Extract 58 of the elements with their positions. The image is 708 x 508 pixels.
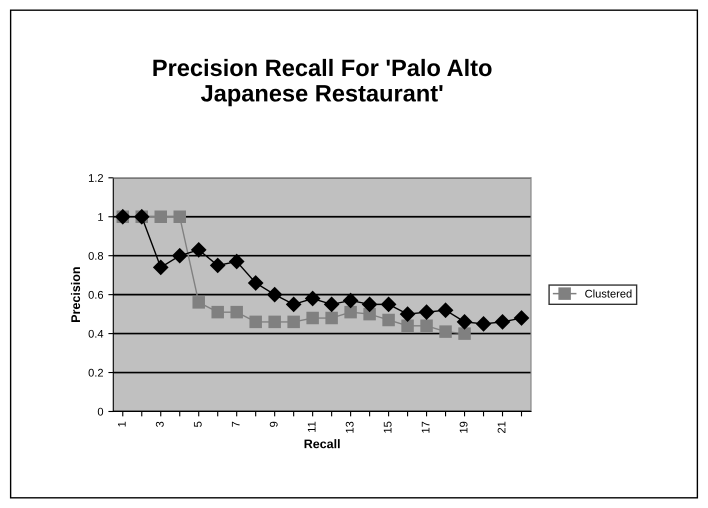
point bbox=[268, 316, 281, 328]
point bbox=[456, 314, 472, 330]
point bbox=[154, 210, 167, 223]
y-tick-label: 0.2 bbox=[88, 368, 103, 377]
point bbox=[230, 306, 243, 318]
y-tick-label: 1 bbox=[98, 213, 104, 221]
x-tick-label: 15 bbox=[384, 422, 392, 433]
point bbox=[287, 316, 300, 328]
point bbox=[458, 327, 471, 340]
point bbox=[248, 275, 264, 291]
x-tick-label: 3 bbox=[156, 422, 164, 427]
point bbox=[344, 306, 357, 318]
legend-label: Clustered bbox=[585, 289, 632, 298]
y-tick-label: 0.4 bbox=[88, 330, 104, 338]
point bbox=[382, 314, 395, 326]
y-tick-label: 0.8 bbox=[88, 252, 104, 260]
point bbox=[381, 296, 396, 312]
point bbox=[400, 306, 416, 322]
point bbox=[306, 312, 319, 324]
x-tick-label: 17 bbox=[422, 422, 430, 433]
point bbox=[153, 260, 168, 275]
y-tick-label: 0.6 bbox=[88, 290, 104, 299]
point bbox=[191, 242, 206, 258]
point bbox=[514, 310, 530, 326]
x-tick-label: 13 bbox=[346, 422, 354, 433]
point bbox=[229, 254, 244, 270]
x-tick-label: 7 bbox=[232, 422, 240, 427]
point bbox=[343, 292, 358, 308]
point bbox=[401, 320, 414, 332]
point bbox=[249, 316, 262, 328]
x-tick-label: 11 bbox=[308, 422, 316, 432]
point bbox=[476, 316, 492, 332]
point bbox=[438, 302, 454, 318]
y-axis-title: Precision bbox=[70, 267, 80, 322]
x-tick-label: 9 bbox=[270, 422, 278, 427]
point bbox=[420, 320, 433, 332]
point bbox=[324, 296, 340, 312]
x-axis-title: Recall bbox=[304, 439, 340, 448]
point bbox=[211, 306, 224, 318]
point bbox=[286, 296, 302, 312]
point bbox=[362, 296, 378, 312]
y-tick-label: 0 bbox=[98, 408, 104, 416]
x-tick-label: 5 bbox=[194, 422, 202, 427]
point bbox=[439, 325, 452, 338]
x-tick-label: 21 bbox=[498, 422, 506, 433]
x-tick-label: 19 bbox=[460, 422, 468, 433]
point bbox=[173, 210, 186, 223]
chart-title: Precision Recall For 'Palo Alto Japanese Restaurant' bbox=[153, 58, 492, 106]
point bbox=[494, 314, 510, 330]
point bbox=[210, 258, 226, 273]
point bbox=[172, 248, 188, 264]
y-tick-label: 1.2 bbox=[88, 174, 103, 182]
point bbox=[267, 287, 282, 302]
point bbox=[419, 304, 434, 320]
point bbox=[192, 296, 205, 309]
x-tick-label: 1 bbox=[118, 422, 126, 427]
point bbox=[325, 312, 338, 324]
point bbox=[305, 290, 320, 306]
